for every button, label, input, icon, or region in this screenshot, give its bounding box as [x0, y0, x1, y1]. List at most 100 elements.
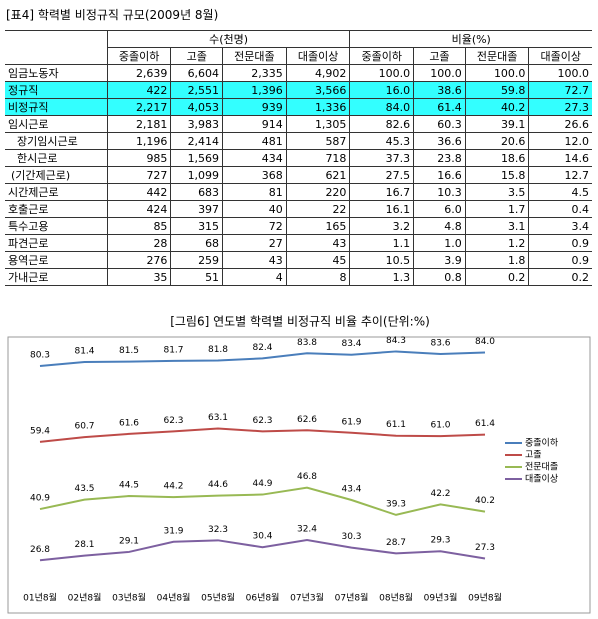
row-label: 비정규직 — [5, 98, 108, 116]
cell: 2,181 — [106, 115, 172, 133]
cell: 442 — [106, 183, 172, 201]
cell: 727 — [106, 166, 172, 184]
series-line — [39, 427, 486, 443]
cell: 939 — [222, 98, 287, 116]
cell: 4,902 — [285, 64, 351, 82]
cell: 1,336 — [285, 98, 351, 116]
cell: 1,099 — [170, 166, 224, 184]
column-header: 중졸이하 — [107, 47, 172, 65]
table-row: 파견근로 28 68 27 43 1.1 1.0 1.2 0.9 — [5, 234, 592, 252]
cell: 40.2 — [464, 98, 530, 116]
group-header: 비율(%) — [349, 30, 592, 48]
data-label: 60.7 — [74, 422, 94, 432]
cell: 4 — [222, 268, 287, 286]
data-label: 46.8 — [297, 472, 317, 482]
cell: 368 — [222, 166, 287, 184]
row-label: 임시근로 — [5, 115, 108, 133]
group-header: 수(천명) — [106, 30, 351, 48]
cell: 1,305 — [285, 115, 351, 133]
cell: 6.0 — [413, 200, 466, 218]
table-row: 특수고용 85 315 72 165 3.2 4.8 3.1 3.4 — [5, 217, 592, 235]
x-tick-label: 07년3월 — [290, 592, 324, 604]
data-label: 28.1 — [74, 540, 94, 550]
cell: 1.8 — [464, 251, 530, 269]
data-label: 83.8 — [297, 338, 317, 348]
x-tick-label: 01년8월 — [23, 592, 57, 604]
row-label: 파견근로 — [5, 234, 108, 252]
x-tick-label: 02년8월 — [68, 592, 102, 604]
data-label: 81.7 — [163, 345, 183, 355]
cell: 914 — [222, 115, 287, 133]
x-tick-label: 06년8월 — [246, 592, 280, 604]
cell: 1.2 — [464, 234, 530, 252]
cell: 422 — [106, 81, 172, 99]
data-label: 82.4 — [252, 343, 272, 353]
row-label: 임금노동자 — [5, 64, 108, 82]
cell: 100.0 — [464, 64, 530, 82]
table-row: 용역근로 276 259 43 45 10.5 3.9 1.8 0.9 — [5, 251, 592, 269]
x-tick-label: 08년8월 — [379, 592, 413, 604]
cell: 2,217 — [106, 98, 172, 116]
cell: 81 — [222, 183, 287, 201]
cell: 276 — [106, 251, 172, 269]
row-label: 용역근로 — [5, 251, 108, 269]
series-line — [39, 538, 486, 562]
data-label: 83.4 — [341, 339, 361, 349]
cell: 27.5 — [349, 166, 415, 184]
cell: 0.9 — [528, 251, 592, 269]
table-title: [표4] 학력별 비정규직 규모(2009년 8월) — [6, 8, 219, 22]
data-label: 31.9 — [163, 526, 183, 536]
cell: 100.0 — [349, 64, 415, 82]
cell: 3.4 — [528, 217, 592, 235]
table-row: 가내근로 35 51 4 8 1.3 0.8 0.2 0.2 — [5, 268, 592, 286]
cell: 220 — [285, 183, 351, 201]
cell: 1.1 — [349, 234, 415, 252]
cell: 434 — [222, 149, 287, 167]
data-label: 81.8 — [208, 345, 228, 355]
row-label: 장기임시근로 — [5, 132, 108, 150]
cell: 22 — [285, 200, 351, 218]
chart: [그림6] 연도별 학력별 비정규직 비율 추이(단위:%) 01년8월 02년8… — [7, 315, 591, 614]
cell: 2,639 — [106, 64, 172, 82]
table-row: 장기임시근로 1,196 2,414 481 587 45.3 36.6 20.6 12.0 — [5, 132, 592, 150]
cell: 1.3 — [349, 268, 415, 286]
series-line — [39, 350, 486, 367]
x-tick-label: 04년8월 — [157, 592, 191, 604]
table-row: 호출근로 424 397 40 22 16.1 6.0 1.7 0.4 — [5, 200, 592, 218]
data-label: 84.0 — [475, 337, 495, 347]
table-row: 정규직 422 2,551 1,396 3,566 16.0 38.6 59.8 72.7 — [5, 81, 592, 99]
cell: 23.8 — [413, 149, 466, 167]
data-label: 61.4 — [475, 419, 495, 429]
data-label: 43.4 — [341, 485, 361, 495]
data-label: 83.6 — [430, 338, 450, 348]
cell: 718 — [285, 149, 351, 167]
data-label: 29.3 — [430, 536, 450, 546]
cell: 3.9 — [413, 251, 466, 269]
cell: 3.2 — [349, 217, 415, 235]
cell: 481 — [222, 132, 287, 150]
data-label: 44.5 — [119, 481, 139, 491]
data-label: 29.1 — [119, 536, 139, 546]
x-tick-label: 07년8월 — [335, 592, 369, 604]
data-label: 81.5 — [119, 346, 139, 356]
cell: 37.3 — [349, 149, 415, 167]
row-label: 정규직 — [5, 81, 108, 99]
data-label: 63.1 — [208, 413, 228, 423]
cell: 3.1 — [464, 217, 530, 235]
data-label: 62.3 — [163, 416, 183, 426]
cell: 16.6 — [413, 166, 466, 184]
cell: 1.7 — [464, 200, 530, 218]
cell: 100.0 — [528, 64, 592, 82]
data-label: 43.5 — [74, 484, 94, 494]
cell: 68 — [170, 234, 224, 252]
cell: 985 — [106, 149, 172, 167]
column-header: 고졸 — [413, 47, 466, 65]
cell: 3,566 — [285, 81, 351, 99]
data-label: 40.9 — [30, 494, 50, 504]
legend-label: 전문대졸 — [525, 462, 558, 473]
cell: 12.7 — [528, 166, 592, 184]
cell: 14.6 — [528, 149, 592, 167]
cell: 28 — [106, 234, 172, 252]
cell: 4,053 — [170, 98, 224, 116]
